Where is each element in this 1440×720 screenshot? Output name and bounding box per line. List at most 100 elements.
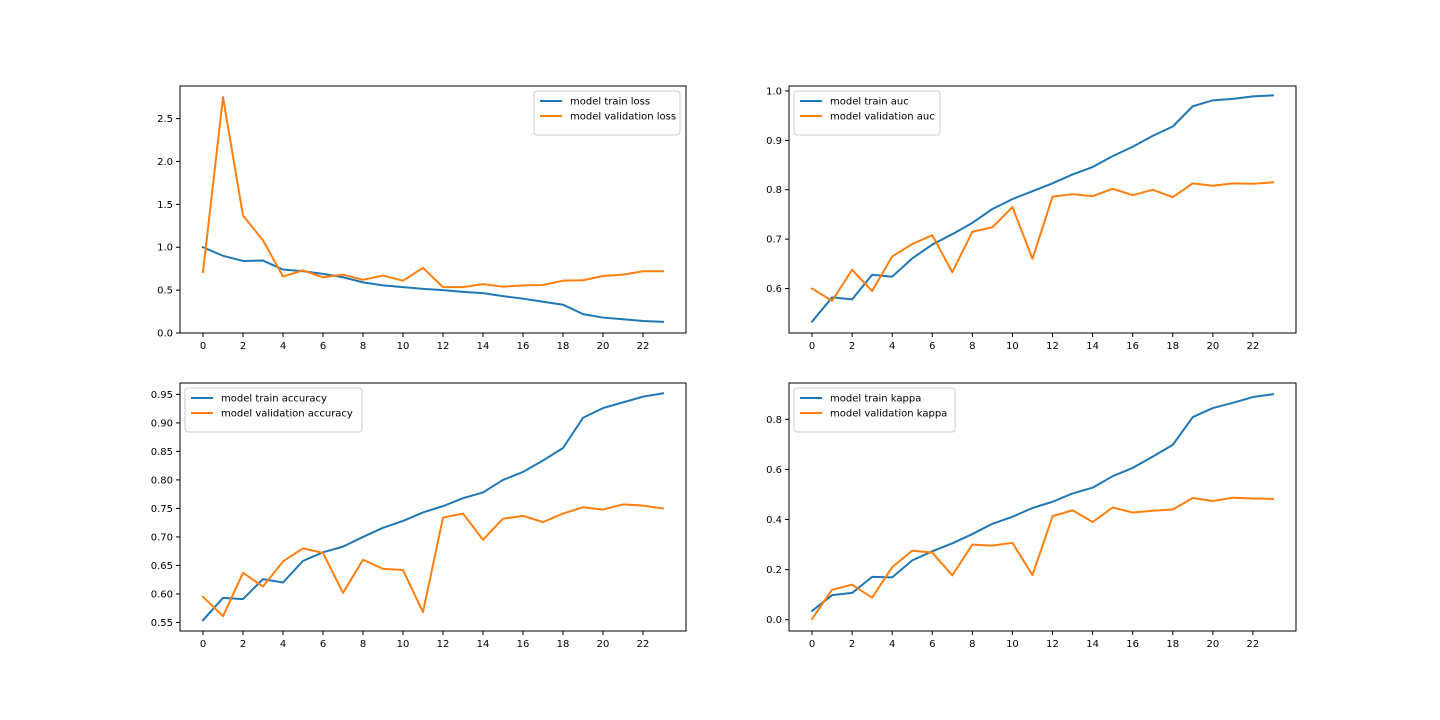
legend: model train loss model validation loss bbox=[533, 90, 681, 136]
y-tick-label: 0.7 bbox=[766, 235, 782, 246]
y-tick-label: 0.85 bbox=[151, 447, 173, 458]
legend-label: model validation kappa bbox=[830, 409, 947, 420]
series-line-model-train-kappa bbox=[810, 393, 1275, 613]
y-tick-label: 0.2 bbox=[766, 565, 782, 576]
plot-frame bbox=[788, 382, 1297, 632]
series-line-model-validation-accuracy bbox=[201, 503, 665, 618]
legend-label: model train accuracy bbox=[221, 394, 327, 405]
series-line-model-validation-auc bbox=[810, 181, 1275, 302]
x-tick-label: 2 bbox=[849, 341, 855, 352]
x-tick-label: 20 bbox=[1206, 341, 1219, 352]
y-tick-label: 0.95 bbox=[151, 390, 173, 401]
x-tick-label: 14 bbox=[477, 639, 490, 650]
x-tick-label: 4 bbox=[889, 341, 895, 352]
legend-box bbox=[793, 387, 956, 433]
x-tick-label: 12 bbox=[437, 639, 450, 650]
x-tick-label: 12 bbox=[437, 341, 450, 352]
y-tick-label: 1.0 bbox=[766, 86, 782, 97]
series-line-model-train-loss bbox=[201, 245, 665, 323]
x-tick-label: 12 bbox=[1046, 341, 1059, 352]
y-tick-label: 0.70 bbox=[151, 532, 173, 543]
x-tick-label: 6 bbox=[929, 341, 935, 352]
x-tick-label: 0 bbox=[809, 639, 815, 650]
y-tick-label: 0.6 bbox=[766, 465, 782, 476]
y-tick-label: 2.5 bbox=[157, 114, 173, 125]
legend: model train kappa model validation kappa bbox=[793, 387, 956, 433]
x-tick-label: 8 bbox=[360, 341, 366, 352]
x-tick-label: 8 bbox=[360, 639, 366, 650]
legend: model train auc model validation auc bbox=[793, 90, 941, 136]
y-tick-label: 0.75 bbox=[151, 504, 173, 515]
x-tick-label: 8 bbox=[969, 639, 975, 650]
x-tick-label: 6 bbox=[320, 341, 326, 352]
y-tick-label: 1.0 bbox=[157, 243, 173, 254]
series-line-model-validation-kappa bbox=[810, 496, 1274, 621]
x-tick-label: 20 bbox=[597, 639, 610, 650]
y-tick-label: 0.0 bbox=[157, 329, 173, 340]
x-tick-label: 14 bbox=[477, 341, 490, 352]
legend-box bbox=[793, 90, 941, 136]
x-tick-label: 16 bbox=[517, 639, 530, 650]
legend-label: model validation accuracy bbox=[221, 409, 353, 420]
x-tick-label: 4 bbox=[889, 639, 895, 650]
x-tick-label: 10 bbox=[1006, 639, 1019, 650]
plot-frame bbox=[179, 85, 687, 334]
x-tick-label: 22 bbox=[637, 341, 650, 352]
x-tick-label: 8 bbox=[969, 341, 975, 352]
x-tick-label: 20 bbox=[1206, 639, 1219, 650]
legend-label: model train loss bbox=[570, 97, 650, 108]
x-tick-label: 0 bbox=[809, 341, 815, 352]
y-tick-label: 0.65 bbox=[151, 561, 173, 572]
x-tick-label: 22 bbox=[1247, 341, 1260, 352]
legend-label: model train kappa bbox=[830, 394, 921, 405]
y-tick-label: 0.6 bbox=[766, 284, 782, 295]
legend-box bbox=[533, 90, 681, 136]
x-tick-label: 18 bbox=[1166, 341, 1179, 352]
x-tick-label: 0 bbox=[200, 639, 206, 650]
y-tick-label: 0.60 bbox=[151, 589, 173, 600]
y-tick-label: 0.90 bbox=[151, 418, 173, 429]
x-tick-label: 16 bbox=[517, 341, 530, 352]
x-tick-label: 10 bbox=[1006, 341, 1019, 352]
y-tick-label: 0.8 bbox=[766, 185, 782, 196]
legend-label: model train auc bbox=[830, 97, 909, 108]
x-tick-label: 14 bbox=[1086, 639, 1099, 650]
legend-box bbox=[184, 387, 363, 433]
x-tick-label: 2 bbox=[240, 341, 246, 352]
x-tick-label: 20 bbox=[597, 341, 610, 352]
y-tick-label: 0.4 bbox=[766, 515, 782, 526]
x-tick-label: 18 bbox=[557, 341, 570, 352]
x-tick-label: 14 bbox=[1086, 341, 1099, 352]
legend: model train accuracy model validation acc… bbox=[184, 387, 363, 433]
y-tick-label: 0.9 bbox=[766, 136, 782, 147]
chart-panel-2: 0 2 4 6 8 10 12 14 16 18 20 22 0.6 0.7 0.8 0.9 1.0 model … bbox=[766, 85, 1297, 352]
legend-label: model validation loss bbox=[570, 112, 676, 123]
y-tick-label: 2.0 bbox=[157, 157, 173, 168]
x-tick-label: 6 bbox=[320, 639, 326, 650]
x-tick-label: 22 bbox=[1247, 639, 1260, 650]
x-tick-label: 16 bbox=[1126, 341, 1139, 352]
x-tick-label: 6 bbox=[929, 639, 935, 650]
series-line-model-train-accuracy bbox=[201, 392, 665, 622]
x-tick-label: 18 bbox=[557, 639, 570, 650]
x-tick-label: 12 bbox=[1046, 639, 1059, 650]
series-line-model-train-auc bbox=[810, 94, 1274, 324]
chart-panel-4: 0 2 4 6 8 10 12 14 16 18 20 22 0.0 0.2 0.4 0.6 0.8 model … bbox=[766, 382, 1297, 650]
chart-panel-1: 0 2 4 6 8 10 12 14 16 18 20 22 0.0 0.5 1.0 1.5 2.0 2.5 mod… bbox=[157, 85, 687, 352]
x-tick-label: 2 bbox=[849, 639, 855, 650]
x-tick-label: 2 bbox=[240, 639, 246, 650]
x-tick-label: 4 bbox=[280, 341, 286, 352]
x-tick-label: 22 bbox=[637, 639, 650, 650]
y-tick-label: 1.5 bbox=[157, 200, 173, 211]
y-tick-label: 0.0 bbox=[766, 615, 782, 626]
legend-label: model validation auc bbox=[830, 112, 935, 123]
x-tick-label: 4 bbox=[280, 639, 286, 650]
y-tick-label: 0.55 bbox=[151, 618, 173, 629]
plot-frame bbox=[788, 85, 1297, 334]
plot-frame bbox=[179, 382, 687, 632]
x-tick-label: 0 bbox=[200, 341, 206, 352]
x-tick-label: 10 bbox=[397, 341, 410, 352]
y-tick-label: 0.8 bbox=[766, 415, 782, 426]
y-tick-label: 0.80 bbox=[151, 475, 173, 486]
